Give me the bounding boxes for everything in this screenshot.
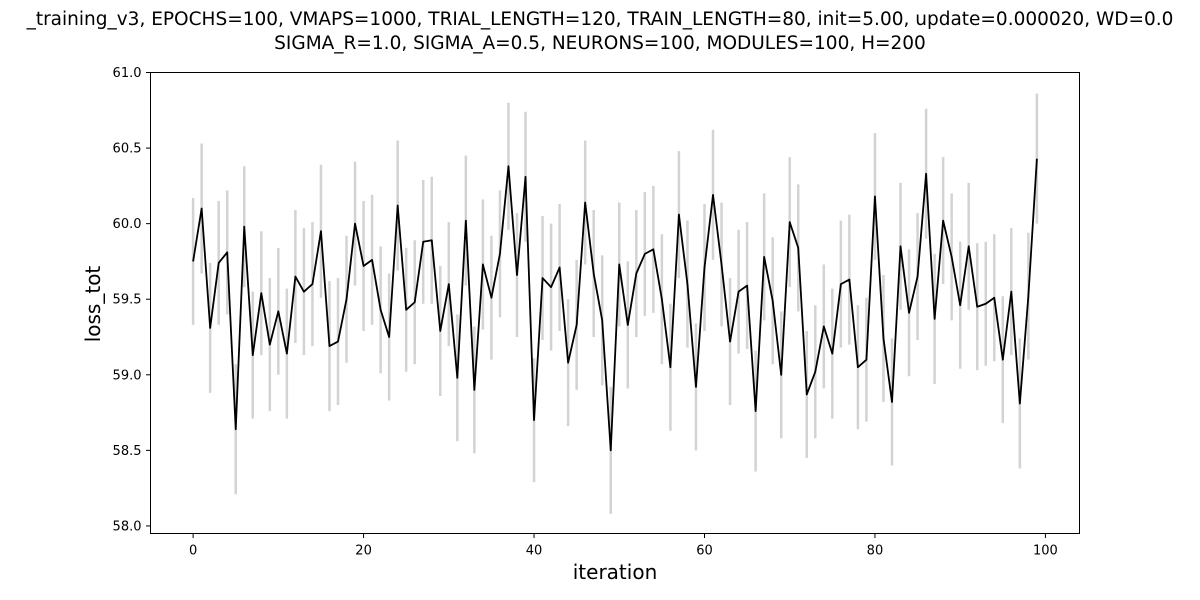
y-tick-label: 58.5 <box>113 444 142 459</box>
y-tick-label: 60.5 <box>113 142 142 157</box>
x-axis-ticks: 0 20 40 60 80 100 <box>189 533 1058 559</box>
x-tick-label: 0 <box>189 544 197 559</box>
x-tick-label: 80 <box>867 544 884 559</box>
y-tick-label: 59.5 <box>113 293 142 308</box>
x-tick-label: 100 <box>1033 544 1058 559</box>
loss-line <box>192 158 1038 452</box>
y-tick-label: 58.0 <box>113 519 142 534</box>
y-axis-ticks: 58.0 58.5 59.0 59.5 60.0 60.5 61.0 <box>113 66 151 534</box>
chart-title-line-1: _training_v3, EPOCHS=100, VMAPS=1000, TR… <box>26 9 1174 30</box>
line-layer <box>192 158 1038 452</box>
chart-title-line-2: SIGMA_R=1.0, SIGMA_A=0.5, NEURONS=100, M… <box>274 33 926 54</box>
plot-frame <box>150 72 1080 534</box>
y-tick-label: 59.0 <box>113 368 142 383</box>
x-axis-label: iteration <box>573 560 658 584</box>
x-tick-label: 60 <box>696 544 713 559</box>
y-axis-label: loss_tot <box>81 266 105 343</box>
y-tick-label: 61.0 <box>113 66 142 81</box>
x-tick-label: 40 <box>526 544 543 559</box>
y-tick-label: 60.0 <box>113 217 142 232</box>
x-tick-label: 20 <box>355 544 372 559</box>
